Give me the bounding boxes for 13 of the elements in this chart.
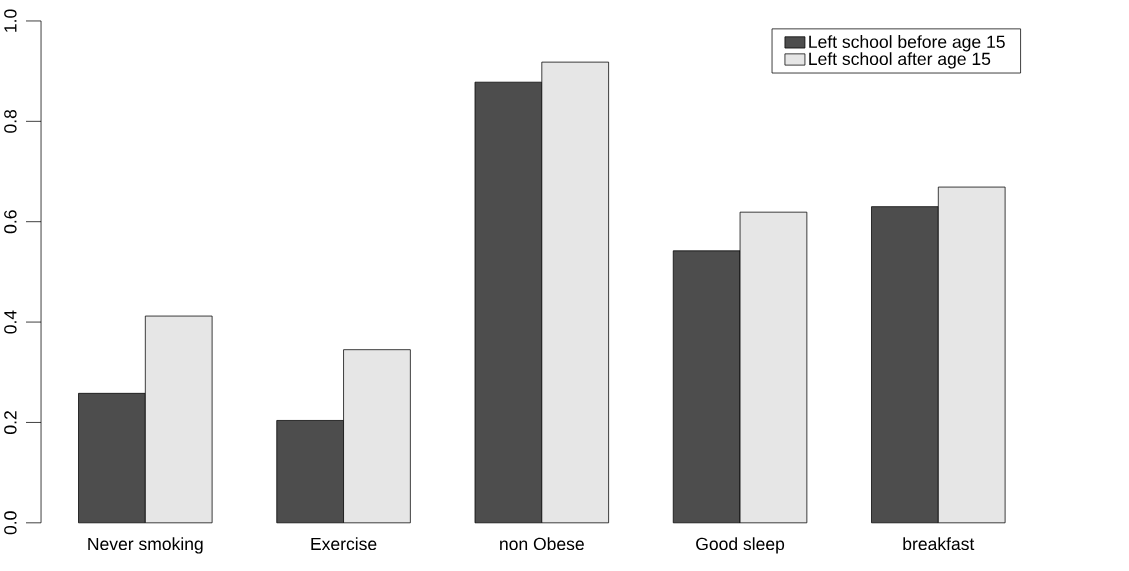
y-tick-label: 0.2 xyxy=(4,411,17,435)
y-tick-label: 1.0 xyxy=(4,9,17,32)
x-tick-label: Never smoking xyxy=(88,537,203,554)
y-tick-label: 0.8 xyxy=(4,110,17,133)
x-tick-label: Exercise xyxy=(311,537,377,551)
x-tick-label: non Obese xyxy=(500,537,584,551)
y-tick-label: 0.6 xyxy=(4,210,17,234)
legend-label: Left school before age 15 xyxy=(809,35,1005,52)
x-tick-label: breakfast xyxy=(903,537,975,551)
y-tick-label: 0.4 xyxy=(4,310,17,334)
legend-label: Left school after age 15 xyxy=(809,52,991,69)
x-tick-label: Good sleep xyxy=(696,537,785,554)
y-tick-label: 0.0 xyxy=(4,511,17,535)
